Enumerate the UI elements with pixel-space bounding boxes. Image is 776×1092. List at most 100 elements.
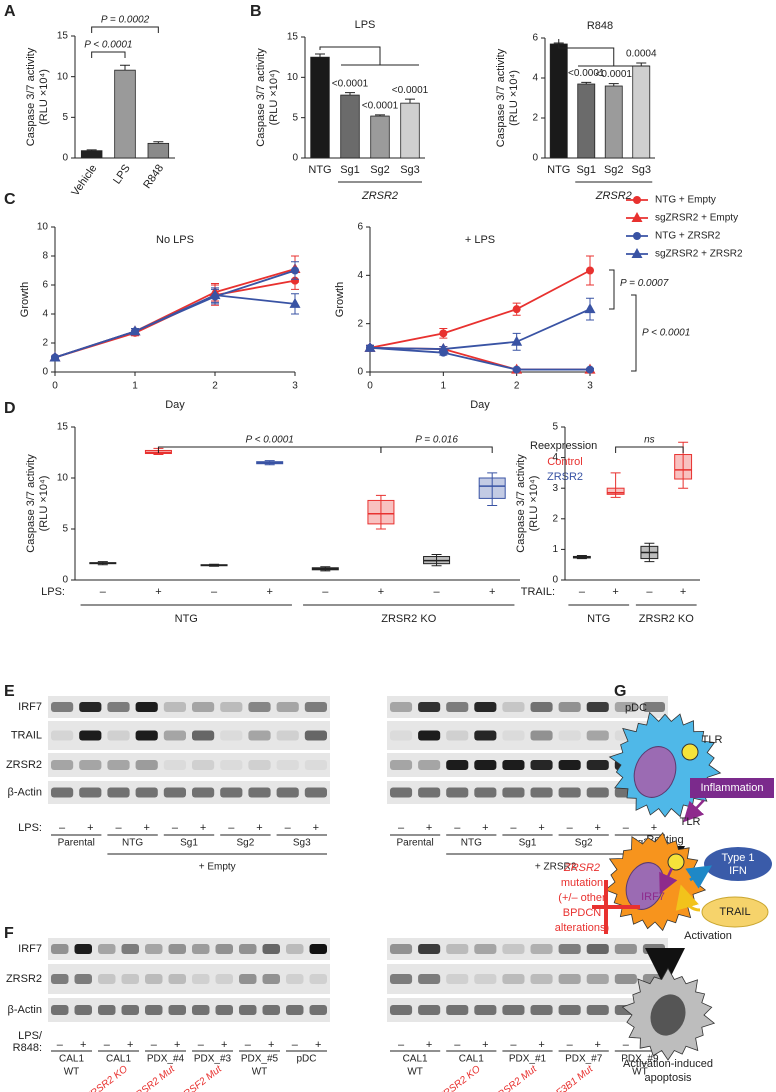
lps-sign: – xyxy=(398,822,405,834)
blot-band xyxy=(309,1005,327,1015)
bar xyxy=(340,94,360,159)
blot-band xyxy=(474,787,497,798)
series-line xyxy=(369,346,590,371)
panel-label: B xyxy=(250,3,262,20)
blot-band xyxy=(121,1005,139,1015)
blot-band xyxy=(530,760,553,770)
nucleus xyxy=(633,746,677,798)
group-label: NTG xyxy=(122,838,143,849)
annotation: <0.0001 xyxy=(392,85,429,96)
significance-bracket xyxy=(319,46,381,65)
group-label: ZRSR2 KO xyxy=(381,613,436,625)
blot-band xyxy=(163,760,186,770)
lps-sign: – xyxy=(59,822,66,834)
group-label: NTG xyxy=(587,613,610,625)
y-axis-label: Caspase 3/7 activity xyxy=(25,47,37,146)
x-tick-label: – xyxy=(100,586,107,598)
blot-band xyxy=(502,1005,525,1015)
group-label: Sg3 xyxy=(293,838,311,849)
blot-band xyxy=(530,1005,553,1015)
lps-sign: – xyxy=(567,1039,574,1051)
error-bar xyxy=(608,83,619,86)
x-tick-label: 2 xyxy=(514,381,520,392)
blot-strip xyxy=(48,998,330,1022)
group-label: ZRSR2 xyxy=(361,190,398,202)
x-tick-label: R848 xyxy=(141,163,166,191)
blot-band xyxy=(248,787,271,798)
x-tick-label: NTG xyxy=(547,164,570,176)
legend-marker xyxy=(633,232,641,240)
lps-sign: + xyxy=(315,1039,321,1051)
blot-band xyxy=(530,730,553,741)
sample-name: PDX_#4 xyxy=(147,1054,185,1065)
sample-note: WT xyxy=(407,1067,423,1078)
error-bar xyxy=(345,92,355,96)
legend-marker xyxy=(633,196,641,204)
legend-marker xyxy=(631,248,643,258)
panel-label: E xyxy=(4,683,15,700)
lps-sign: – xyxy=(567,822,574,834)
x-tick-label: 3 xyxy=(292,381,298,392)
y-axis-label: Caspase 3/7 activity xyxy=(255,48,267,147)
blot-band xyxy=(586,760,609,770)
blot-strip xyxy=(387,696,668,718)
blot-band xyxy=(418,787,441,798)
y-tick-label: 10 xyxy=(37,222,49,233)
y-tick-label: 5 xyxy=(292,112,298,123)
lps-sign: + xyxy=(268,1039,274,1051)
blot-band xyxy=(51,730,74,741)
blot-band xyxy=(474,944,497,954)
trail-oval xyxy=(701,896,769,928)
y-tick-label: 1 xyxy=(552,544,558,555)
box xyxy=(367,499,395,525)
diagram-label: IRF7 xyxy=(641,891,665,903)
blot-band xyxy=(192,944,210,954)
x-tick-label: + xyxy=(378,586,384,598)
group-label: ZRSR2 xyxy=(595,190,632,202)
blot-band xyxy=(418,1005,441,1015)
series-line xyxy=(369,269,591,349)
blot-band xyxy=(135,760,158,770)
y-axis-label: Growth xyxy=(19,282,31,317)
bar xyxy=(400,102,420,159)
blot-band xyxy=(530,974,553,984)
tlr-vesicle xyxy=(681,743,699,761)
blot-band xyxy=(79,787,102,798)
blot-band xyxy=(276,730,299,741)
y-tick-label: 0 xyxy=(42,367,48,378)
group-label: Sg2 xyxy=(237,838,255,849)
y-axis-label: Growth xyxy=(334,282,346,317)
lps-sign: – xyxy=(57,1039,64,1051)
sample-name: CAL1 xyxy=(106,1054,131,1065)
nucleus xyxy=(650,994,686,1036)
annotation: P = 0.0007 xyxy=(620,278,669,289)
blot-band xyxy=(98,974,116,984)
blot-band xyxy=(168,944,186,954)
group-label: Parental xyxy=(396,838,433,849)
blot-band xyxy=(418,944,441,954)
blot-band xyxy=(135,702,158,712)
lps-sign: – xyxy=(104,1039,111,1051)
sample-name: PDX_#1 xyxy=(509,1054,547,1065)
blot-band xyxy=(558,974,581,984)
x-tick-label: NTG xyxy=(308,164,331,176)
lps-label: LPS/ xyxy=(18,1030,43,1042)
data-point xyxy=(584,303,596,314)
blot-band xyxy=(192,702,215,712)
series-line xyxy=(369,346,590,371)
blot-band xyxy=(586,974,609,984)
blot-band xyxy=(121,974,139,984)
x-axis-label: LPS: xyxy=(41,586,65,598)
error-bar xyxy=(315,53,325,58)
x-tick-label: – xyxy=(579,586,586,598)
y-tick-label: 8 xyxy=(42,251,48,262)
blot-band xyxy=(304,730,327,741)
x-tick-label: + xyxy=(489,586,495,598)
blot-band xyxy=(220,787,243,798)
blot-band xyxy=(168,974,186,984)
blot-band xyxy=(248,702,271,712)
lps-sign: – xyxy=(623,1039,630,1051)
lps-sign: + xyxy=(595,1039,601,1051)
condition-label: + ZRSR2 xyxy=(535,862,577,873)
